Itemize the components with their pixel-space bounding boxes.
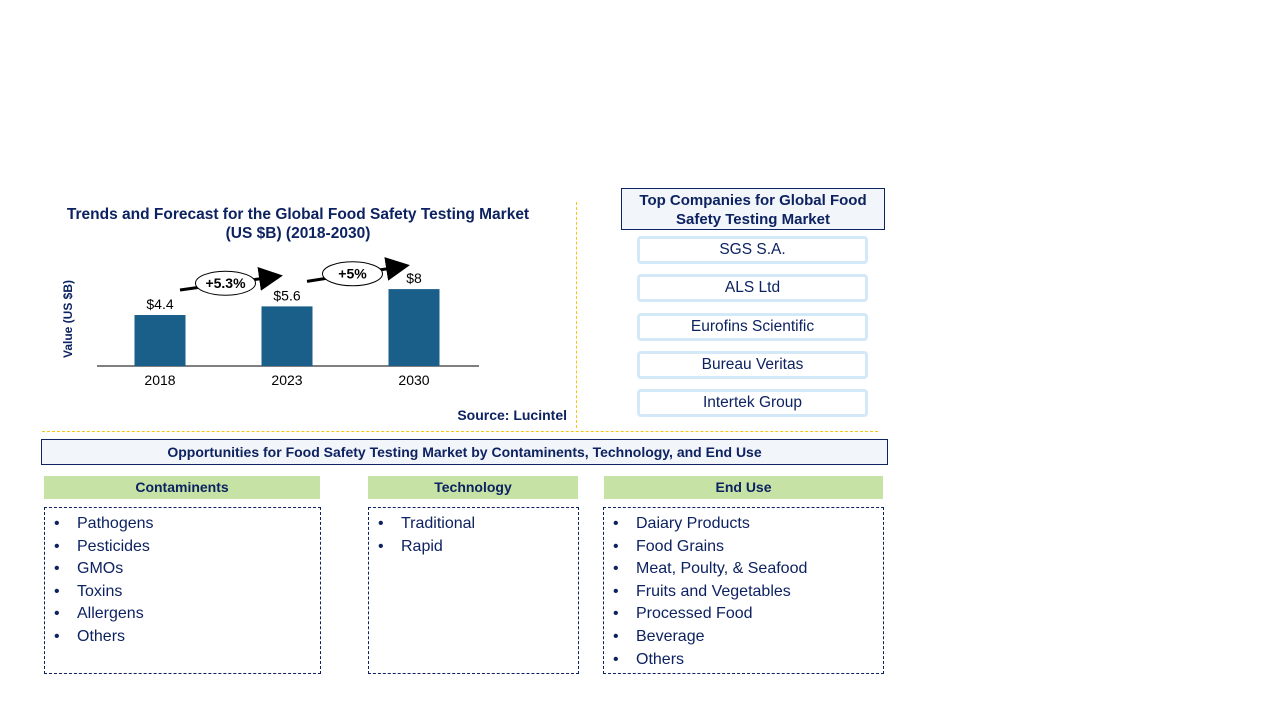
list-item: Pathogens xyxy=(45,513,320,536)
list-item: Others xyxy=(45,626,320,649)
company-item: Eurofins Scientific xyxy=(637,312,868,341)
divider xyxy=(576,202,577,428)
company-item: SGS S.A. xyxy=(637,236,868,264)
list-item: Meat, Poulty, & Seafood xyxy=(604,558,883,581)
list-item: Rapid xyxy=(369,536,578,559)
cagr-bubble xyxy=(322,261,383,287)
list-item: Pesticides xyxy=(45,536,320,559)
cagr-label: +5.3% xyxy=(205,275,246,291)
list-item: Toxins xyxy=(45,581,320,604)
companies-title: Top Companies for Global Food Safety Tes… xyxy=(621,188,885,230)
list-item: Fruits and Vegetables xyxy=(604,581,883,604)
list-item: GMOs xyxy=(45,558,320,581)
list-item: Food Grains xyxy=(604,536,883,559)
list-item: Allergens xyxy=(45,603,320,626)
data-label: $5.6 xyxy=(273,287,300,303)
chart-title-line: (US $B) (2018-2030) xyxy=(225,225,371,242)
category-header: Technology xyxy=(368,476,578,499)
cagr-label: +5% xyxy=(338,266,367,282)
chart-title: Trends and Forecast for the Global Food … xyxy=(50,205,546,243)
list-item: Processed Food xyxy=(604,603,883,626)
cagr-bubble xyxy=(195,270,256,296)
category-list: PathogensPesticidesGMOsToxinsAllergensOt… xyxy=(44,507,321,674)
company-item: ALS Ltd xyxy=(637,274,868,303)
company-item: Bureau Veritas xyxy=(637,350,868,379)
divider xyxy=(42,431,878,432)
x-tick-label: 2018 xyxy=(144,372,175,388)
x-tick-label: 2023 xyxy=(271,372,302,388)
list-item: Traditional xyxy=(369,513,578,536)
list-item: Daiary Products xyxy=(604,513,883,536)
category-list: Daiary ProductsFood GrainsMeat, Poulty, … xyxy=(603,507,884,674)
bar-2030 xyxy=(388,289,440,366)
bar-chart: $4.4 2018 $5.6 2023 $8 2030 +5.3% +5% xyxy=(97,257,479,388)
source-label: Source: Lucintel xyxy=(457,407,567,423)
category-list: TraditionalRapid xyxy=(368,507,579,674)
list-item: Beverage xyxy=(604,626,883,649)
list-item: Others xyxy=(604,649,883,672)
bar-2018 xyxy=(134,315,186,366)
category-header: End Use xyxy=(604,476,883,499)
chart-title-line: Trends and Forecast for the Global Food … xyxy=(66,206,530,223)
x-tick-label: 2030 xyxy=(398,372,429,388)
data-label: $8 xyxy=(406,270,422,286)
opportunities-title: Opportunities for Food Safety Testing Ma… xyxy=(41,439,888,465)
data-label: $4.4 xyxy=(146,296,173,312)
company-item: Intertek Group xyxy=(637,389,868,418)
bar-2023 xyxy=(261,306,313,366)
category-header: Contaminents xyxy=(44,476,320,499)
